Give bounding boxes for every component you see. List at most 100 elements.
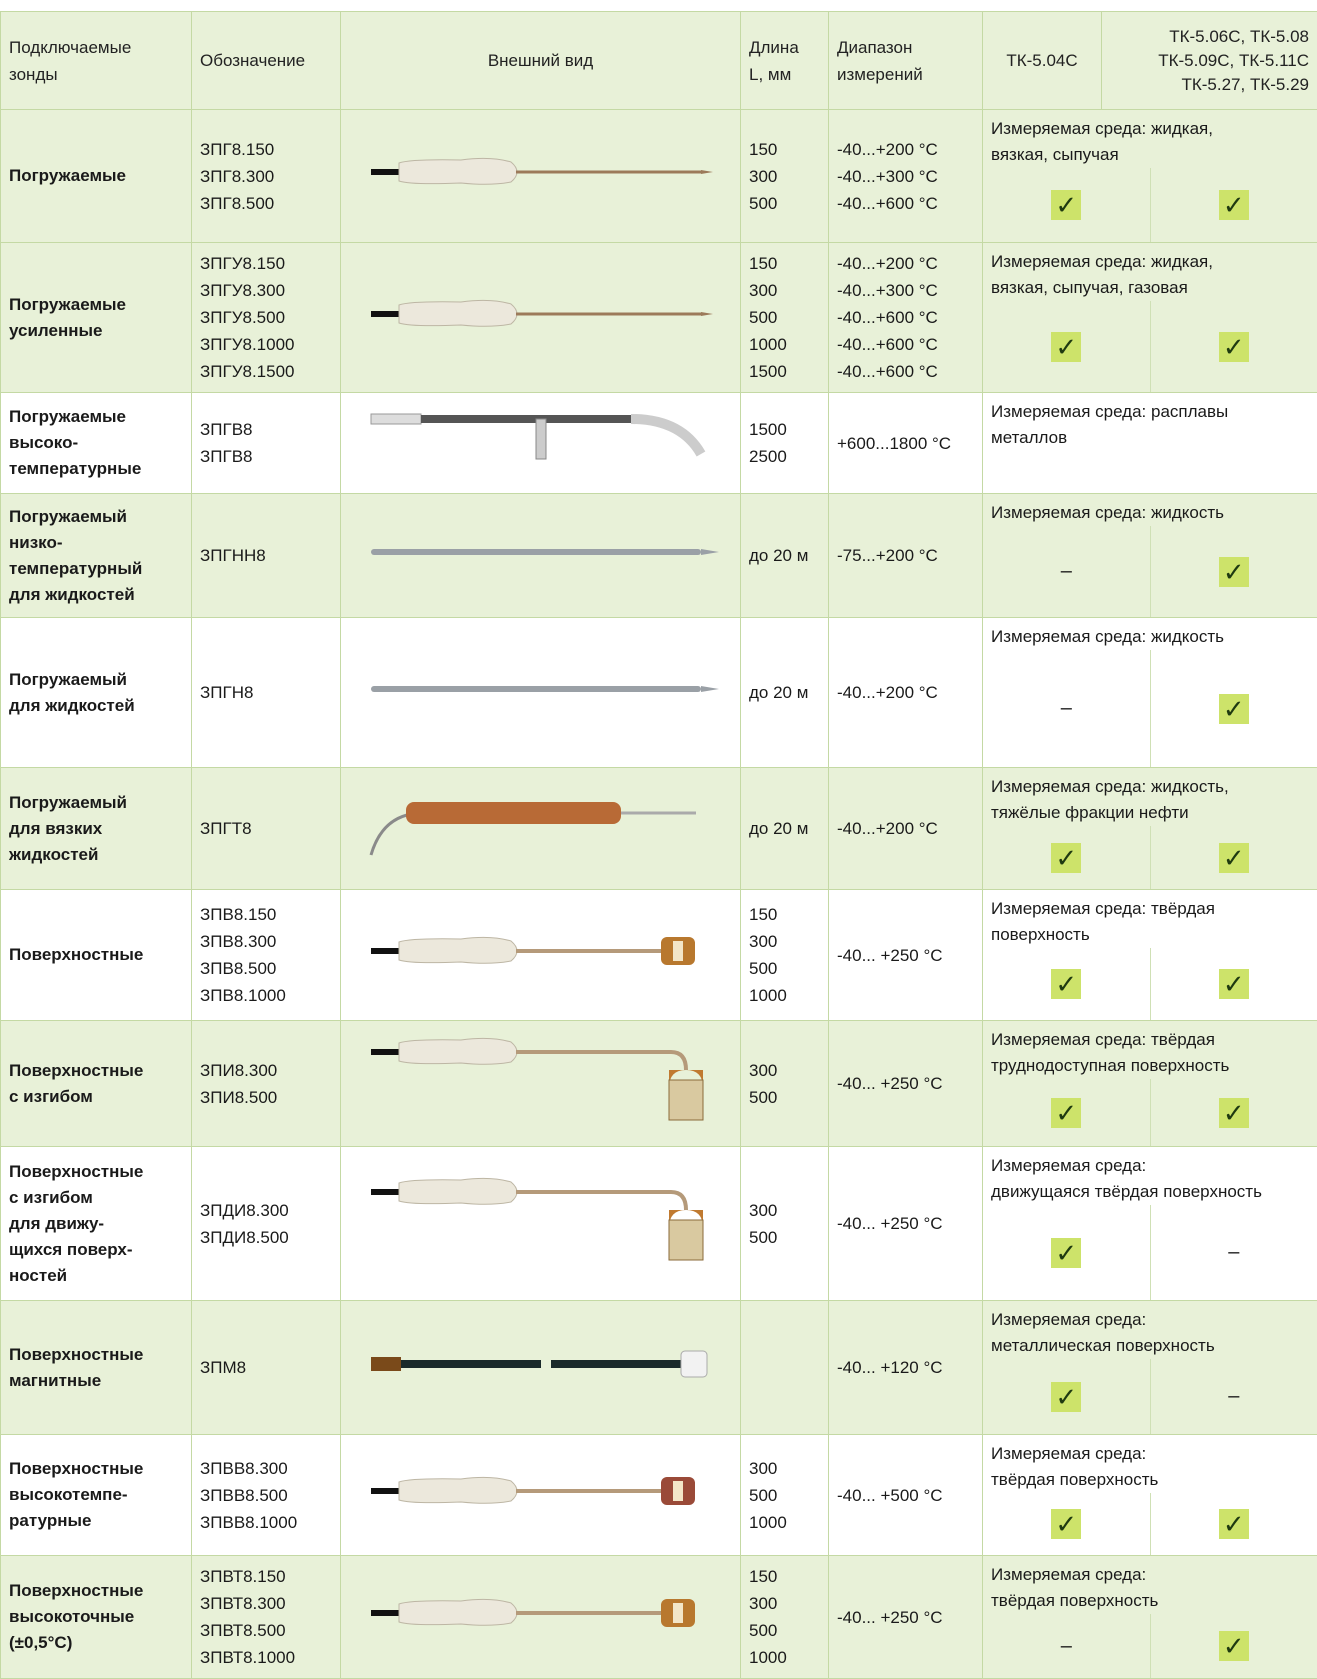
image-cell (341, 618, 741, 768)
medium-text: Измеряемая среда: жидкость (983, 494, 1317, 526)
dash: – (1061, 1633, 1072, 1660)
checks: –✓ (983, 650, 1317, 767)
medium-wrap: Измеряемая среда:твёрдая поверхность–✓ (983, 1556, 1317, 1678)
probe-name: Поверхностные (9, 1456, 183, 1482)
length: 1000 (749, 1509, 820, 1536)
medium-wrap: Измеряемая среда: жидкость–✓ (983, 618, 1317, 767)
probe-svg (351, 404, 731, 474)
check-mark: ✓ (1051, 1098, 1081, 1128)
probe-name: ностей (9, 1263, 183, 1289)
range-cell: -40...+200 °C-40...+300 °C-40...+600 °C-… (829, 243, 983, 393)
medium-wrap: Измеряемая среда: жидкая,вязкая, сыпучая… (983, 110, 1317, 242)
checks: ✓– (983, 1205, 1317, 1300)
probe-name: (±0,5°C) (9, 1630, 183, 1656)
range: -40... +250 °C (837, 1604, 974, 1631)
check-half: ✓ (1150, 948, 1317, 1020)
designation: ЗПГНН8 (200, 542, 332, 569)
range-cell: -40...+200 °C (829, 768, 983, 890)
medium-cell: Измеряемая среда:металлическая поверхнос… (983, 1301, 1317, 1435)
length: 300 (749, 277, 820, 304)
probe-rect (371, 169, 401, 175)
probe-rect (669, 1080, 703, 1120)
medium-line: Измеряемая среда: твёрдая (991, 896, 1309, 922)
check-mark: ✓ (1051, 332, 1081, 362)
length: 300 (749, 1455, 820, 1482)
length: 2500 (749, 443, 820, 470)
designation: ЗПВТ8.1000 (200, 1644, 332, 1671)
header-text: L, мм (749, 61, 820, 88)
designation: ЗПИ8.300 (200, 1057, 332, 1084)
range-cell: +600...1800 °C (829, 393, 983, 494)
length-cell: до 20 м (741, 618, 829, 768)
range-cell: -40... +250 °C (829, 1147, 983, 1301)
check-half: ✓ (1150, 826, 1317, 889)
probe-rect (536, 419, 546, 459)
check-half: ✓ (983, 1359, 1150, 1434)
check-half: ✓ (1150, 1614, 1317, 1678)
probe-svg (351, 669, 731, 709)
probe-path (399, 1038, 517, 1064)
image-cell (341, 1556, 741, 1679)
header-cell: ТК-5.04С (983, 12, 1102, 110)
header-text: Внешний вид (349, 49, 732, 73)
check-half: – (983, 1614, 1150, 1678)
image-cell (341, 890, 741, 1021)
probe-name: температурный (9, 556, 183, 582)
range: -40...+200 °C (837, 815, 974, 842)
probe-path (399, 937, 517, 963)
probe-path (399, 158, 517, 184)
medium-line: Измеряемая среда: (991, 1562, 1309, 1588)
medium-cell: Измеряемая среда:твёрдая поверхность✓✓ (983, 1435, 1317, 1556)
probe-name: высокотемпе- (9, 1482, 183, 1508)
medium-cell: Измеряемая среда: жидкость–✓ (983, 494, 1317, 618)
probe-path (701, 170, 713, 174)
medium-line: металлическая поверхность (991, 1333, 1309, 1359)
medium-wrap: Измеряемая среда:движущаяся твёрдая пове… (983, 1147, 1317, 1300)
designation: ЗПВ8.500 (200, 955, 332, 982)
length: 500 (749, 1482, 820, 1509)
length: 1500 (749, 416, 820, 443)
probe-svg (351, 790, 731, 860)
medium-cell: Измеряемая среда:твёрдая поверхность–✓ (983, 1556, 1317, 1679)
length: 500 (749, 304, 820, 331)
probe-name: Поверхностные (9, 1058, 183, 1084)
header-cell: Внешний вид (341, 12, 741, 110)
medium-text: Измеряемая среда: жидкость (983, 618, 1317, 650)
image-cell (341, 1147, 741, 1301)
probe-name: усиленные (9, 318, 183, 344)
designation-cell: ЗПГТ8 (192, 768, 341, 890)
length: 300 (749, 1590, 820, 1617)
length: 300 (749, 928, 820, 955)
medium-cell: Измеряемая среда: жидкая,вязкая, сыпучая… (983, 110, 1317, 243)
check-mark: ✓ (1219, 843, 1249, 873)
check-half: – (983, 526, 1150, 617)
medium-text: Измеряемая среда:твёрдая поверхность (983, 1435, 1317, 1493)
designation: ЗПВВ8.300 (200, 1455, 332, 1482)
length: 1000 (749, 1644, 820, 1671)
probe-name: с изгибом (9, 1084, 183, 1110)
check-half: ✓ (983, 168, 1150, 242)
range-cell: -75...+200 °C (829, 494, 983, 618)
range: -40... +250 °C (837, 1210, 974, 1237)
length: до 20 м (749, 542, 820, 569)
header-text: ТК-5.09С, ТК-5.11С (1110, 49, 1309, 73)
designation: ЗПГУ8.300 (200, 277, 332, 304)
range: -40... +250 °C (837, 1070, 974, 1097)
probe-rect (371, 1049, 401, 1055)
